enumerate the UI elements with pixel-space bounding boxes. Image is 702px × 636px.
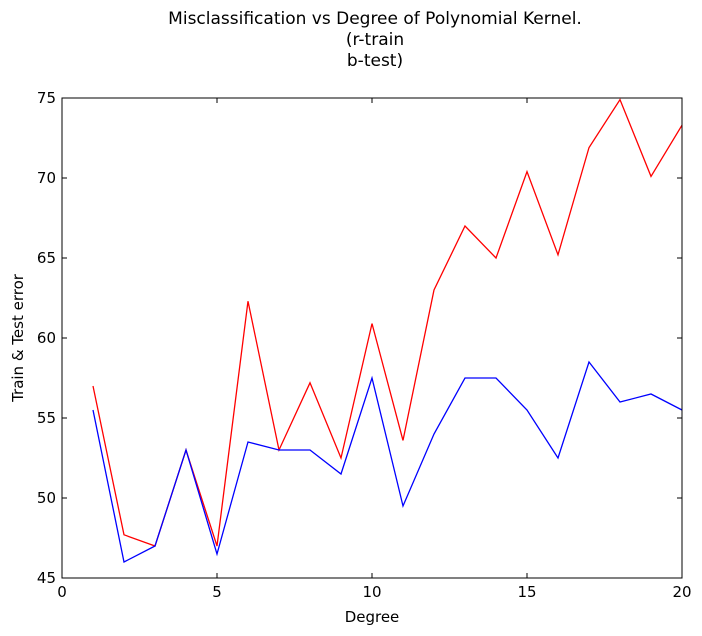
x-tick-label: 5 xyxy=(212,583,222,601)
y-tick-label: 70 xyxy=(37,169,56,187)
x-tick-label: 15 xyxy=(517,583,536,601)
y-tick-label: 75 xyxy=(37,89,56,107)
series-line-test xyxy=(92,360,683,563)
y-tick-label: 60 xyxy=(37,329,56,347)
y-axis-ticks: 45 50 55 60 65 70 75 xyxy=(37,89,682,587)
chart-title-line: Misclassification vs Degree of Polynomia… xyxy=(168,9,582,29)
x-tick-label: 0 xyxy=(57,583,67,601)
chart-title-line: (r-train xyxy=(346,30,404,50)
plot-area-frame xyxy=(61,97,683,579)
y-tick-label: 50 xyxy=(37,489,56,507)
series-line-train xyxy=(92,98,683,547)
chart-title: Misclassification vs Degree of Polynomia… xyxy=(168,9,582,71)
y-tick-label: 55 xyxy=(37,409,56,427)
x-tick-label: 10 xyxy=(362,583,381,601)
series-lines xyxy=(92,98,683,563)
x-axis-label: Degree xyxy=(345,608,400,626)
x-axis-ticks: 0 5 10 15 20 xyxy=(57,98,692,601)
chart-title-line: b-test) xyxy=(347,51,403,71)
y-tick-label: 45 xyxy=(37,569,56,587)
y-axis-label: Train & Test error xyxy=(9,273,27,403)
y-tick-label: 65 xyxy=(37,249,56,267)
x-tick-label: 20 xyxy=(672,583,691,601)
